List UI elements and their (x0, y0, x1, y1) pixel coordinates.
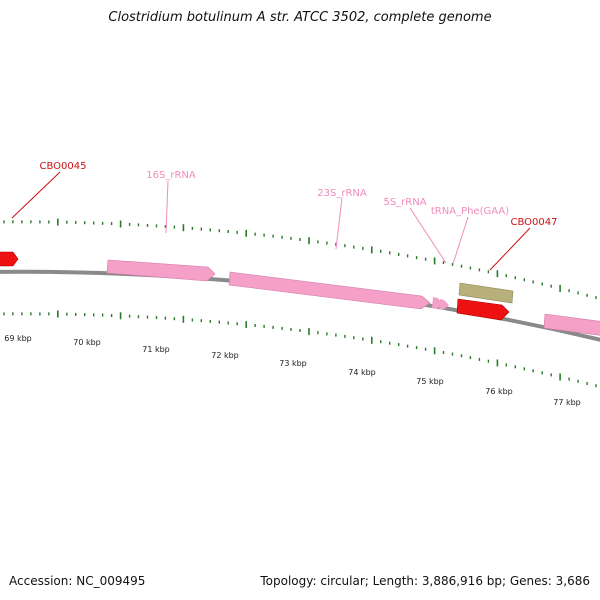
feature-5s-rrna-part[interactable] (439, 299, 449, 310)
label-cbo0045: CBO0045 (40, 161, 87, 172)
feature-16s-rrna[interactable] (106, 259, 216, 282)
label-line-23s (335, 197, 343, 250)
label-line-cbo0045 (11, 171, 61, 219)
feature-trna-phe[interactable] (458, 282, 514, 304)
label-trna-phe: tRNA_Phe(GAA) (431, 206, 509, 217)
label-cbo0047: CBO0047 (511, 217, 558, 228)
label-line-5s (409, 207, 447, 264)
label-line-cbo0047 (489, 227, 531, 271)
label-23s-rrna: 23S_rRNA (317, 188, 367, 199)
feature-cds-left-arrow[interactable] (0, 251, 19, 267)
scale-label-76: 76 kbp (485, 387, 513, 396)
scale-label-70: 70 kbp (73, 338, 101, 347)
label-line-16s (165, 180, 169, 234)
map-title: Clostridium botulinum A str. ATCC 3502, … (108, 10, 492, 25)
label-line-trna (452, 216, 469, 265)
scale-label-71: 71 kbp (142, 345, 170, 354)
scale-label-74: 74 kbp (348, 368, 376, 377)
scale-label-69: 69 kbp (4, 334, 32, 343)
scale-label-77: 77 kbp (553, 398, 581, 407)
label-5s-rrna: 5S_rRNA (383, 197, 426, 208)
upper-tick-row (3, 218, 597, 300)
scale-label-75: 75 kbp (416, 377, 444, 386)
label-16s-rrna: 16S_rRNA (146, 170, 196, 181)
feature-rrna-right[interactable] (543, 313, 600, 336)
accession-text: Accession: NC_009495 (9, 574, 146, 588)
lower-tick-row (3, 310, 597, 388)
feature-23s-rrna[interactable] (228, 271, 431, 310)
scale-label-73: 73 kbp (279, 359, 307, 368)
feature-cds-cbo0047[interactable] (456, 298, 510, 321)
genome-summary-text: Topology: circular; Length: 3,886,916 bp… (260, 574, 590, 588)
scale-label-72: 72 kbp (211, 351, 239, 360)
